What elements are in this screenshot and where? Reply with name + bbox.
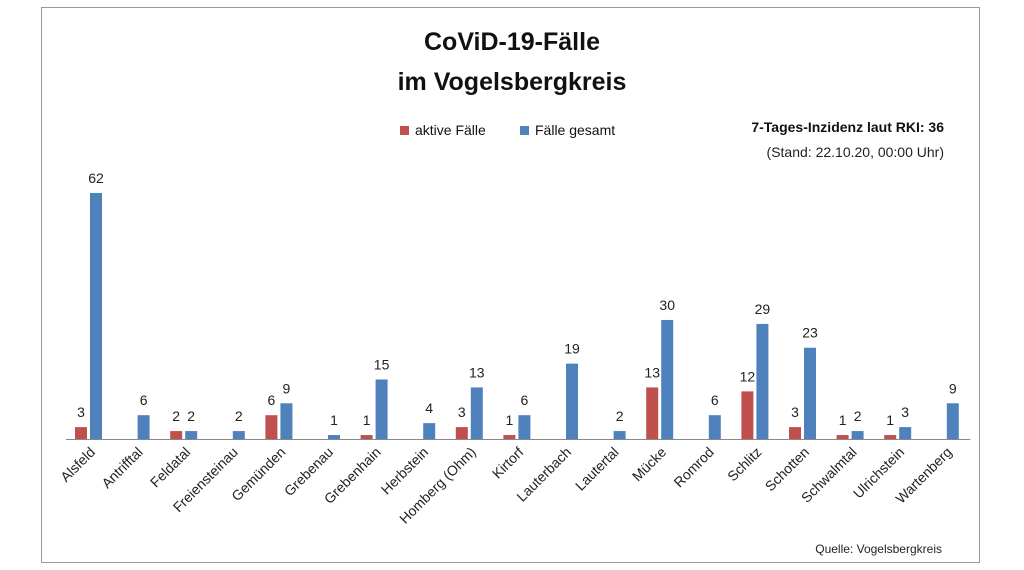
source-note: Quelle: Vogelsbergkreis: [815, 542, 942, 556]
bar-active-8: [455, 427, 468, 439]
category-label-13: Romrod: [670, 444, 717, 491]
data-label-active-12: 13: [644, 364, 660, 380]
data-label-active-8: 3: [458, 404, 466, 420]
bar-total-17: [899, 427, 912, 439]
bar-total-7: [423, 423, 436, 439]
bar-total-9: [518, 415, 531, 439]
data-label-active-4: 6: [268, 392, 276, 408]
category-label-12: Mücke: [629, 444, 670, 485]
data-label-total-10: 19: [564, 341, 580, 357]
legend-label-total: Fälle gesamt: [535, 122, 616, 138]
category-label-9: Kirtorf: [489, 444, 527, 482]
data-label-total-7: 4: [425, 400, 433, 416]
legend-swatch-total: [520, 125, 529, 135]
chart-title-line-2: im Vogelsbergkreis: [397, 68, 627, 96]
legend-swatch-active: [400, 125, 409, 135]
bar-active-16: [836, 435, 849, 439]
legend-item-active: aktive Fälle: [400, 122, 486, 138]
category-label-0: Alsfeld: [57, 444, 98, 485]
bar-active-17: [884, 435, 897, 439]
bar-total-13: [708, 415, 721, 439]
data-label-active-9: 1: [506, 412, 514, 428]
data-label-total-16: 2: [854, 408, 862, 424]
bar-total-1: [137, 415, 150, 439]
data-label-active-0: 3: [77, 404, 85, 420]
chart-title-line-1: CoViD-19-Fälle: [424, 28, 600, 56]
legend-label-active: aktive Fälle: [415, 122, 486, 138]
data-label-active-15: 3: [791, 404, 799, 420]
data-label-active-17: 1: [886, 412, 894, 428]
data-label-active-2: 2: [172, 408, 180, 424]
data-label-total-1: 6: [140, 392, 148, 408]
bar-active-6: [360, 435, 373, 439]
data-label-total-3: 2: [235, 408, 243, 424]
data-label-total-11: 2: [616, 408, 624, 424]
chart-frame: [41, 7, 980, 563]
category-label-2: Feldatal: [147, 444, 194, 491]
bar-active-0: [75, 427, 87, 439]
bar-total-5: [328, 435, 340, 439]
data-label-total-6: 15: [374, 356, 390, 372]
data-label-active-14: 12: [740, 368, 756, 384]
legend-item-total: Fälle gesamt: [520, 122, 615, 138]
bar-total-14: [756, 323, 769, 439]
bar-total-10: [566, 363, 578, 439]
data-label-total-18: 9: [949, 380, 957, 396]
data-label-total-17: 3: [901, 404, 909, 420]
data-label-total-12: 30: [659, 297, 675, 313]
incidence-annotation: 7-Tages-Inzidenz laut RKI: 36: [751, 119, 944, 135]
data-label-total-15: 23: [802, 325, 818, 341]
bar-active-2: [170, 431, 183, 439]
data-label-total-13: 6: [711, 392, 719, 408]
bar-total-18: [946, 403, 959, 439]
data-label-total-8: 13: [469, 364, 485, 380]
bar-active-12: [646, 387, 659, 439]
data-label-total-0: 62: [88, 170, 104, 186]
category-label-14: Schlitz: [724, 444, 764, 484]
bar-total-0: [90, 193, 102, 439]
bar-total-15: [804, 347, 816, 439]
data-label-total-4: 9: [283, 380, 291, 396]
data-label-total-5: 1: [330, 412, 338, 428]
category-label-1: Antrifftal: [98, 444, 145, 491]
bar-active-9: [503, 435, 516, 439]
bar-active-4: [265, 415, 278, 439]
data-label-total-9: 6: [521, 392, 529, 408]
bar-active-14: [741, 391, 754, 439]
bar-total-4: [280, 403, 293, 439]
data-label-active-16: 1: [839, 412, 847, 428]
bar-total-16: [851, 431, 864, 439]
bar-total-8: [470, 387, 483, 439]
bar-total-11: [613, 431, 626, 439]
data-label-total-14: 29: [755, 301, 771, 317]
bar-total-3: [232, 431, 245, 439]
category-label-11: Lautertal: [572, 444, 622, 494]
data-label-active-6: 1: [363, 412, 371, 428]
bar-total-12: [661, 319, 674, 439]
bar-active-15: [789, 427, 801, 439]
bar-total-6: [375, 379, 388, 439]
bar-total-2: [185, 431, 198, 439]
data-label-total-2: 2: [187, 408, 195, 424]
stand-annotation: (Stand: 22.10.20, 00:00 Uhr): [766, 144, 944, 160]
